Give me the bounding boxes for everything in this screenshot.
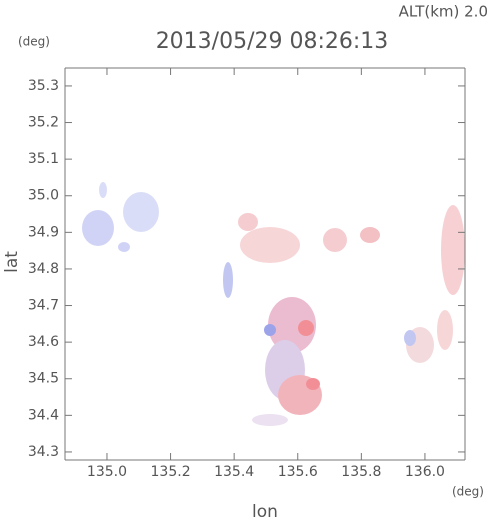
y-axis-label: lat <box>2 251 22 273</box>
x-tick-label: 135.6 <box>278 464 318 480</box>
y-tick-label: 34.8 <box>28 261 59 277</box>
echo <box>223 262 233 298</box>
x-tick-label: 135.2 <box>151 464 191 480</box>
echo <box>252 414 288 426</box>
x-tick-label: 135.0 <box>87 464 127 480</box>
echo-field <box>82 182 465 426</box>
y-tick-label: 35.3 <box>28 78 59 94</box>
echo <box>323 228 347 252</box>
echo <box>240 227 300 263</box>
x-tick-label: 135.8 <box>341 464 381 480</box>
echo <box>268 297 316 353</box>
y-tick-label: 34.5 <box>28 371 59 387</box>
y-tick-label: 35.1 <box>28 151 59 167</box>
echo <box>360 227 380 243</box>
echo <box>118 242 130 252</box>
x-unit: (deg) <box>452 485 484 499</box>
echo <box>404 330 416 346</box>
plot-frame <box>64 67 466 461</box>
echo <box>264 324 276 336</box>
echo <box>238 213 258 231</box>
chart-title: 2013/05/29 08:26:13 <box>156 29 389 54</box>
x-tick-label: 136.0 <box>405 464 445 480</box>
y-tick-label: 35.0 <box>28 188 59 204</box>
y-tick-label: 34.6 <box>28 334 59 350</box>
y-tick-label: 34.9 <box>28 224 59 240</box>
echo <box>123 192 159 232</box>
altitude-label: ALT(km) 2.0 <box>399 3 488 21</box>
echo <box>99 182 107 198</box>
y-tick-label: 34.4 <box>28 407 59 423</box>
y-tick-label: 34.3 <box>28 444 59 460</box>
y-tick-label: 34.7 <box>28 298 59 314</box>
echo <box>298 320 314 336</box>
echo <box>306 378 320 390</box>
x-axis-label: lon <box>252 502 278 521</box>
y-unit: (deg) <box>18 35 50 49</box>
echo <box>82 210 114 246</box>
y-tick-label: 35.2 <box>28 115 59 131</box>
echo <box>441 205 465 295</box>
echo <box>437 310 453 350</box>
x-tick-label: 135.4 <box>214 464 254 480</box>
